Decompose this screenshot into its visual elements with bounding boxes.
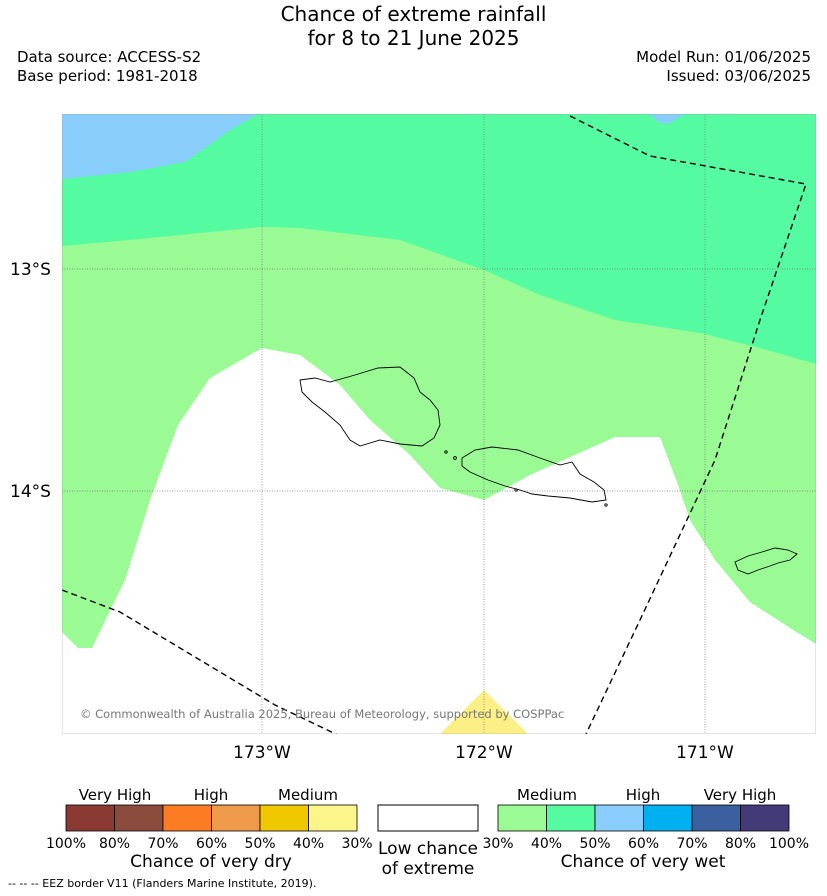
dry-swatch-1 bbox=[114, 804, 164, 832]
dry-tick-labels: 100% 80% 70% 60% 50% 40% 30% bbox=[46, 836, 373, 852]
wet-swatch-1 bbox=[546, 804, 596, 832]
wet-swatch-5 bbox=[740, 804, 790, 832]
wet-tick-4: 70% bbox=[676, 836, 707, 852]
wet-tick-3: 60% bbox=[628, 836, 659, 852]
lon-label-173w: 173°W bbox=[233, 743, 291, 763]
wet-swatch-4 bbox=[691, 804, 741, 832]
wet-tick-1: 40% bbox=[531, 836, 562, 852]
wet-tick-6: 100% bbox=[769, 836, 809, 852]
island-outlines bbox=[299, 366, 798, 575]
dry-tick-2: 70% bbox=[147, 836, 178, 852]
copyright-text: © Commonwealth of Australia 2025, Bureau… bbox=[80, 707, 564, 721]
wet-high-50-60-region-small bbox=[650, 114, 685, 124]
dry-header-high: High bbox=[194, 786, 228, 804]
dry-tick-4: 50% bbox=[244, 836, 275, 852]
legend-dry: Very High High Medium 100% 80% 70% 60% 50% 40… bbox=[46, 786, 373, 872]
title-line-1: Chance of extreme rainfall bbox=[280, 2, 547, 26]
wet-header-high: High bbox=[626, 786, 660, 804]
low-chance-swatch bbox=[377, 804, 479, 832]
issued-text: Issued: 03/06/2025 bbox=[666, 67, 811, 85]
wet-swatch-3 bbox=[643, 804, 693, 832]
eez-border bbox=[62, 115, 807, 734]
island-tutuila bbox=[734, 547, 798, 575]
wet-tick-2: 50% bbox=[579, 836, 610, 852]
wet-header-medium: Medium bbox=[517, 786, 577, 804]
dry-swatch-3 bbox=[211, 804, 261, 832]
dry-caption: Chance of very dry bbox=[130, 852, 292, 872]
dry-tick-0: 100% bbox=[46, 836, 86, 852]
meta-left: Data source: ACCESS-S2 Base period: 1981… bbox=[17, 48, 201, 86]
wet-caption: Chance of very wet bbox=[561, 852, 726, 872]
lat-label-13s: 13°S bbox=[10, 260, 51, 280]
dry-swatch-5 bbox=[308, 804, 358, 832]
wet-swatch-0 bbox=[497, 804, 547, 832]
wet-header-very-high: Very High bbox=[704, 786, 777, 804]
low-caption-line-2: of extreme bbox=[382, 859, 475, 879]
title-line-2: for 8 to 21 June 2025 bbox=[307, 26, 520, 50]
map-plot-area bbox=[62, 114, 816, 734]
low-caption-line-1: Low chance bbox=[378, 839, 478, 859]
wet-colorbar bbox=[497, 804, 790, 832]
legend-low-chance: Low chance of extreme bbox=[377, 804, 479, 879]
map-title: Chance of extreme rainfall for 8 to 21 J… bbox=[0, 2, 827, 50]
wet-swatch-2 bbox=[594, 804, 644, 832]
dry-tick-5: 40% bbox=[293, 836, 324, 852]
lat-label-14s: 14°S bbox=[10, 482, 51, 502]
meta-right: Model Run: 01/06/2025 Issued: 03/06/2025 bbox=[636, 48, 811, 86]
eez-footnote: -- -- -- EEZ border V11 (Flanders Marine… bbox=[8, 877, 317, 890]
lon-label-172w: 172°W bbox=[455, 743, 513, 763]
base-period-text: Base period: 1981-2018 bbox=[17, 67, 198, 85]
dry-tick-6: 30% bbox=[341, 836, 372, 852]
gridlines bbox=[62, 114, 816, 734]
lon-label-171w: 171°W bbox=[676, 743, 734, 763]
wet-tick-0: 30% bbox=[482, 836, 513, 852]
island-upolu bbox=[461, 446, 607, 503]
dry-header-medium: Medium bbox=[278, 786, 338, 804]
dry-header-very-high: Very High bbox=[79, 786, 152, 804]
data-source-text: Data source: ACCESS-S2 bbox=[17, 48, 202, 66]
dry-swatch-0 bbox=[65, 804, 115, 832]
legend-wet: Medium High Very High 30% 40% 50% 60% 70% 80%… bbox=[482, 786, 809, 872]
wet-tick-5: 80% bbox=[725, 836, 756, 852]
wet-tick-labels: 30% 40% 50% 60% 70% 80% 100% bbox=[482, 836, 809, 852]
wet-high-50-60-region bbox=[62, 114, 258, 179]
dry-swatch-4 bbox=[259, 804, 309, 832]
dry-swatch-2 bbox=[162, 804, 212, 832]
model-run-text: Model Run: 01/06/2025 bbox=[636, 48, 811, 66]
dry-tick-1: 80% bbox=[99, 836, 130, 852]
wet-medium-40-50-region bbox=[62, 114, 816, 364]
dry-tick-3: 60% bbox=[196, 836, 227, 852]
dry-colorbar bbox=[65, 804, 358, 832]
island-savaii bbox=[299, 366, 441, 447]
